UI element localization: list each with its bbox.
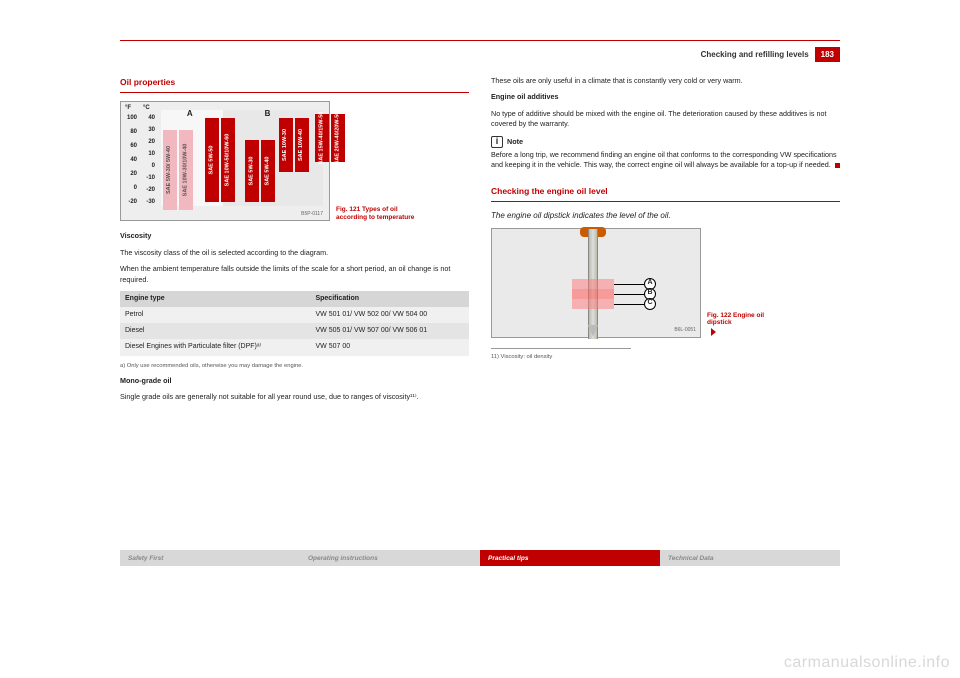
oil-band: SAE 5W-50	[205, 118, 219, 202]
page-number: 183	[815, 47, 840, 62]
leader-b	[614, 294, 644, 295]
content-columns: Oil properties °F °C 100806040200-20 403…	[120, 76, 840, 409]
info-icon: i	[491, 136, 503, 148]
scale-c-tick: -20	[141, 186, 155, 198]
scale-c-tick: 10	[141, 150, 155, 162]
scale-f-tick: -20	[123, 198, 137, 212]
scale-c-tick: -10	[141, 174, 155, 186]
tab-operating[interactable]: Operating instructions	[300, 550, 480, 566]
scale-f: 100806040200-20	[123, 114, 137, 212]
table-row: PetrolVW 501 01/ VW 502 00/ VW 504 00	[120, 307, 469, 323]
scale-f-tick: 40	[123, 156, 137, 170]
end-square-icon	[835, 163, 840, 168]
footer-tabs: Safety First Operating instructions Prac…	[120, 550, 840, 566]
mono-heading: Mono-grade oil	[120, 376, 469, 386]
table-cell: Diesel	[120, 323, 310, 339]
scale-f-tick: 0	[123, 184, 137, 198]
table-row: Diesel Engines with Particulate filter (…	[120, 339, 469, 355]
footnote-11: 11) Viscosity: oil density	[491, 353, 840, 361]
table-cell: VW 507 00	[310, 339, 469, 355]
scale-f-tick: 60	[123, 142, 137, 156]
axis-f: °F	[125, 104, 131, 113]
viscosity-heading: Viscosity	[120, 231, 469, 241]
zone-b-label: B	[265, 108, 271, 120]
scale-c-tick: 0	[141, 162, 155, 174]
additives-heading: Engine oil additives	[491, 92, 840, 102]
callout-c: C	[644, 298, 656, 310]
note-heading: Note	[507, 137, 523, 147]
oil-band: SAE 5W-30	[245, 140, 259, 202]
leader-a	[614, 284, 644, 285]
th-engine: Engine type	[120, 291, 310, 307]
left-column: Oil properties °F °C 100806040200-20 403…	[120, 76, 469, 409]
watermark: carmanualsonline.info	[784, 654, 950, 672]
rule-2	[491, 201, 840, 202]
fig-121-row: °F °C 100806040200-20 403020100-10-20-30…	[120, 101, 469, 221]
page-header: Checking and refilling levels 183	[120, 47, 840, 62]
right-p1: These oils are only useful in a climate …	[491, 76, 840, 86]
mark-c	[572, 299, 614, 309]
table-row: DieselVW 505 01/ VW 507 00/ VW 506 01	[120, 323, 469, 339]
table-cell: VW 501 01/ VW 502 00/ VW 504 00	[310, 307, 469, 323]
page: Checking and refilling levels 183 Oil pr…	[120, 0, 840, 409]
tab-technical[interactable]: Technical Data	[660, 550, 840, 566]
oil-band: SAE 5W-40	[261, 140, 275, 202]
right-column: These oils are only useful in a climate …	[491, 76, 840, 409]
fig-122-image: A B C B6L-0051	[491, 228, 701, 338]
tab-safety[interactable]: Safety First	[120, 550, 300, 566]
spec-table: Engine type Specification PetrolVW 501 0…	[120, 291, 469, 356]
fig-121-chart: °F °C 100806040200-20 403020100-10-20-30…	[120, 101, 330, 221]
dipstick-tip	[584, 325, 602, 337]
fig-122-caption: Fig. 122 Engine oil dipstick	[707, 312, 787, 328]
mark-a	[572, 279, 614, 289]
scale-c-tick: 20	[141, 138, 155, 150]
note-para: Before a long trip, we recommend finding…	[491, 150, 840, 171]
oil-band: SAE 5W-30/ 5W-40	[163, 130, 177, 210]
scale-c: 403020100-10-20-30	[141, 114, 155, 210]
oil-band: SAE 10W-50/10W-60	[221, 118, 235, 202]
scale-f-tick: 20	[123, 170, 137, 184]
table-cell: VW 505 01/ VW 507 00/ VW 506 01	[310, 323, 469, 339]
chart-zone: A B SAE 5W-30/ 5W-40SAE 10W-30/10W-40SAE…	[161, 110, 323, 206]
oil-properties-title: Oil properties	[120, 76, 469, 88]
check-oil-title: Checking the engine oil level	[491, 185, 840, 197]
fig-122-code: B6L-0051	[674, 327, 696, 334]
oil-band: SAE 20W-40/20W-50	[331, 114, 345, 162]
fig-121-caption: Fig. 121 Types of oil according to tempe…	[336, 206, 416, 222]
viscosity-p1: The viscosity class of the oil is select…	[120, 248, 469, 258]
scale-c-tick: 40	[141, 114, 155, 126]
axis-c: °C	[143, 104, 150, 113]
fn-rule	[491, 348, 631, 349]
viscosity-p2: When the ambient temperature falls outsi…	[120, 264, 469, 285]
scale-c-tick: 30	[141, 126, 155, 138]
oil-band: SAE 10W-30/10W-40	[179, 130, 193, 210]
fig-122-row: A B C B6L-0051 Fig. 122 Engine oil dipst…	[491, 228, 840, 338]
note-row: i Note	[491, 136, 840, 148]
top-rule	[120, 40, 840, 41]
continue-icon	[711, 328, 716, 336]
leader-c	[614, 304, 644, 305]
fig-121-code: B5P-0117	[301, 211, 323, 218]
mark-b	[572, 289, 614, 299]
mono-para: Single grade oils are generally not suit…	[120, 392, 469, 402]
scale-f-tick: 80	[123, 128, 137, 142]
section-title: Checking and refilling levels	[701, 50, 809, 59]
scale-c-tick: -30	[141, 198, 155, 210]
oil-band: SAE 15W-40/15W-50	[315, 114, 329, 162]
th-spec: Specification	[310, 291, 469, 307]
rule	[120, 92, 469, 93]
check-oil-sub: The engine oil dipstick indicates the le…	[491, 210, 840, 222]
zone-a-label: A	[187, 108, 193, 120]
scale-f-tick: 100	[123, 114, 137, 128]
oil-band: SAE 10W-30	[279, 118, 293, 172]
tab-practical[interactable]: Practical tips	[480, 550, 660, 566]
oil-band: SAE 10W-40	[295, 118, 309, 172]
table-cell: Diesel Engines with Particulate filter (…	[120, 339, 310, 355]
table-cell: Petrol	[120, 307, 310, 323]
footnote-a: a) Only use recommended oils, otherwise …	[120, 362, 469, 370]
additives-para: No type of additive should be mixed with…	[491, 109, 840, 130]
